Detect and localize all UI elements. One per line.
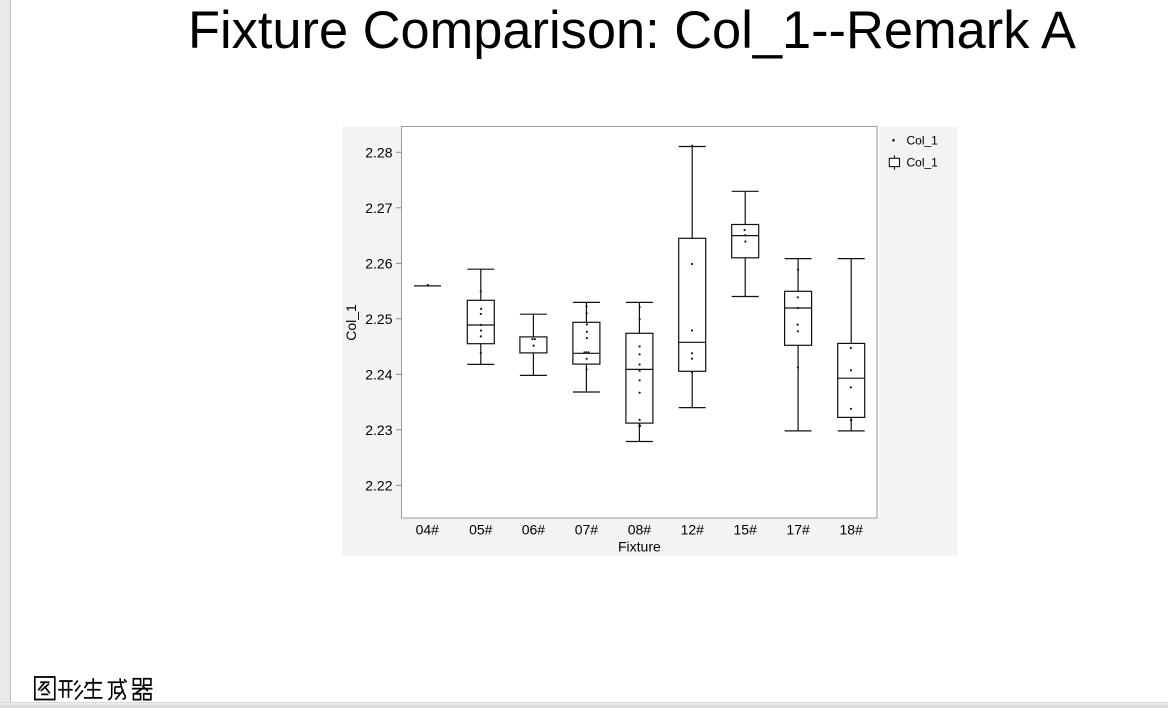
svg-text:Col_1: Col_1 <box>907 156 939 170</box>
svg-text:04#: 04# <box>416 522 440 538</box>
svg-text:12#: 12# <box>681 522 705 538</box>
svg-text:Col_1: Col_1 <box>343 304 359 341</box>
svg-text:2.24: 2.24 <box>365 366 392 382</box>
svg-text:2.27: 2.27 <box>365 200 392 216</box>
svg-text:2.23: 2.23 <box>365 422 392 438</box>
svg-text:2.26: 2.26 <box>365 255 392 271</box>
svg-text:18#: 18# <box>840 522 864 538</box>
svg-text:08#: 08# <box>628 522 652 538</box>
svg-text:2.28: 2.28 <box>365 144 392 160</box>
svg-text:07#: 07# <box>575 522 599 538</box>
svg-text:2.25: 2.25 <box>365 311 392 327</box>
svg-text:Fixture: Fixture <box>618 539 661 555</box>
svg-text:17#: 17# <box>786 522 810 538</box>
svg-text:2.22: 2.22 <box>365 477 392 493</box>
svg-text:05#: 05# <box>469 522 493 538</box>
svg-text:15#: 15# <box>734 522 758 538</box>
svg-text:Col_1: Col_1 <box>907 134 939 148</box>
svg-text:06#: 06# <box>522 522 546 538</box>
